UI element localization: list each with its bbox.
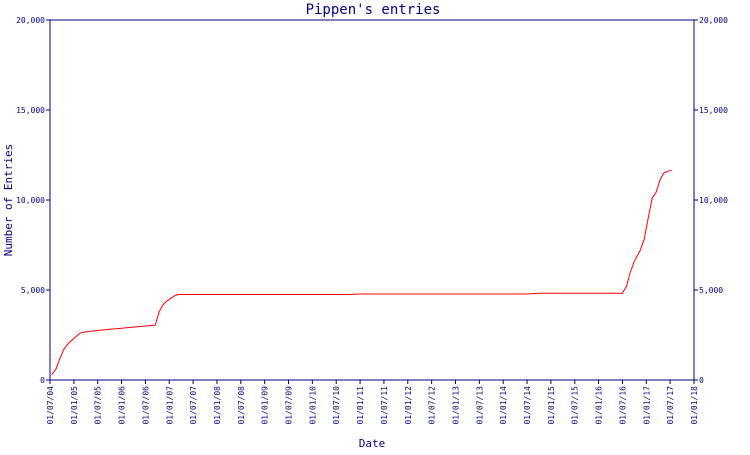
y-axis-left-ticks: 0 5,000 10,000 15,000 20,000 <box>16 16 50 385</box>
x-tick-label: 01/01/14 <box>499 386 508 425</box>
x-tick-label: 01/07/06 <box>141 386 150 425</box>
x-tick-label: 01/07/08 <box>237 386 246 425</box>
x-tick-label: 01/01/12 <box>404 386 413 425</box>
x-tick-label: 01/07/17 <box>666 386 675 425</box>
y-axis-label: Number of Entries <box>2 144 15 257</box>
x-tick-label: 01/01/06 <box>118 386 127 425</box>
y-tick-label-right: 5,000 <box>699 286 723 295</box>
x-tick-label: 01/07/15 <box>571 386 580 425</box>
x-tick-label: 01/07/11 <box>380 386 389 425</box>
y-tick-label-right: 20,000 <box>699 16 728 25</box>
y-tick-label: 15,000 <box>16 106 45 115</box>
x-tick-label: 01/01/07 <box>165 386 174 425</box>
x-tick-label: 01/01/18 <box>690 386 699 425</box>
x-tick-label: 01/01/08 <box>213 386 222 425</box>
x-tick-label: 01/07/16 <box>618 386 627 425</box>
x-tick-label: 01/07/10 <box>332 386 341 425</box>
x-axis-label: Date <box>359 437 386 450</box>
x-axis-ticks: 01/07/04 01/01/05 01/07/05 01/01/06 01/07/06… <box>46 380 699 425</box>
x-tick-label: 01/01/15 <box>547 386 556 425</box>
x-tick-label: 01/01/05 <box>70 386 79 425</box>
chart-title: Pippen's entries <box>306 2 441 18</box>
y-tick-label: 20,000 <box>16 16 45 25</box>
y-tick-label: 0 <box>40 376 45 385</box>
x-tick-label: 01/01/17 <box>642 386 651 425</box>
y-tick-label-right: 15,000 <box>699 106 728 115</box>
y-tick-label-right: 10,000 <box>699 196 728 205</box>
x-tick-label: 01/07/05 <box>94 386 103 425</box>
x-tick-label: 01/01/09 <box>261 386 270 425</box>
x-tick-label: 01/07/12 <box>428 386 437 425</box>
x-tick-label: 01/01/11 <box>356 386 365 425</box>
y-axis-right-ticks: 0 5,000 10,000 15,000 20,000 <box>694 16 728 385</box>
x-tick-label: 01/01/13 <box>451 386 460 425</box>
x-tick-label: 01/01/10 <box>308 386 317 425</box>
y-tick-label: 5,000 <box>21 286 45 295</box>
series-line <box>51 169 672 375</box>
x-tick-label: 01/01/16 <box>595 386 604 425</box>
x-tick-label: 01/07/14 <box>523 386 532 425</box>
y-tick-label-right: 0 <box>699 376 704 385</box>
x-tick-label: 01/07/13 <box>475 386 484 425</box>
x-tick-label: 01/07/07 <box>189 386 198 425</box>
x-tick-label: 01/07/09 <box>285 386 294 425</box>
x-tick-label: 01/07/04 <box>46 386 55 425</box>
y-tick-label: 10,000 <box>16 196 45 205</box>
